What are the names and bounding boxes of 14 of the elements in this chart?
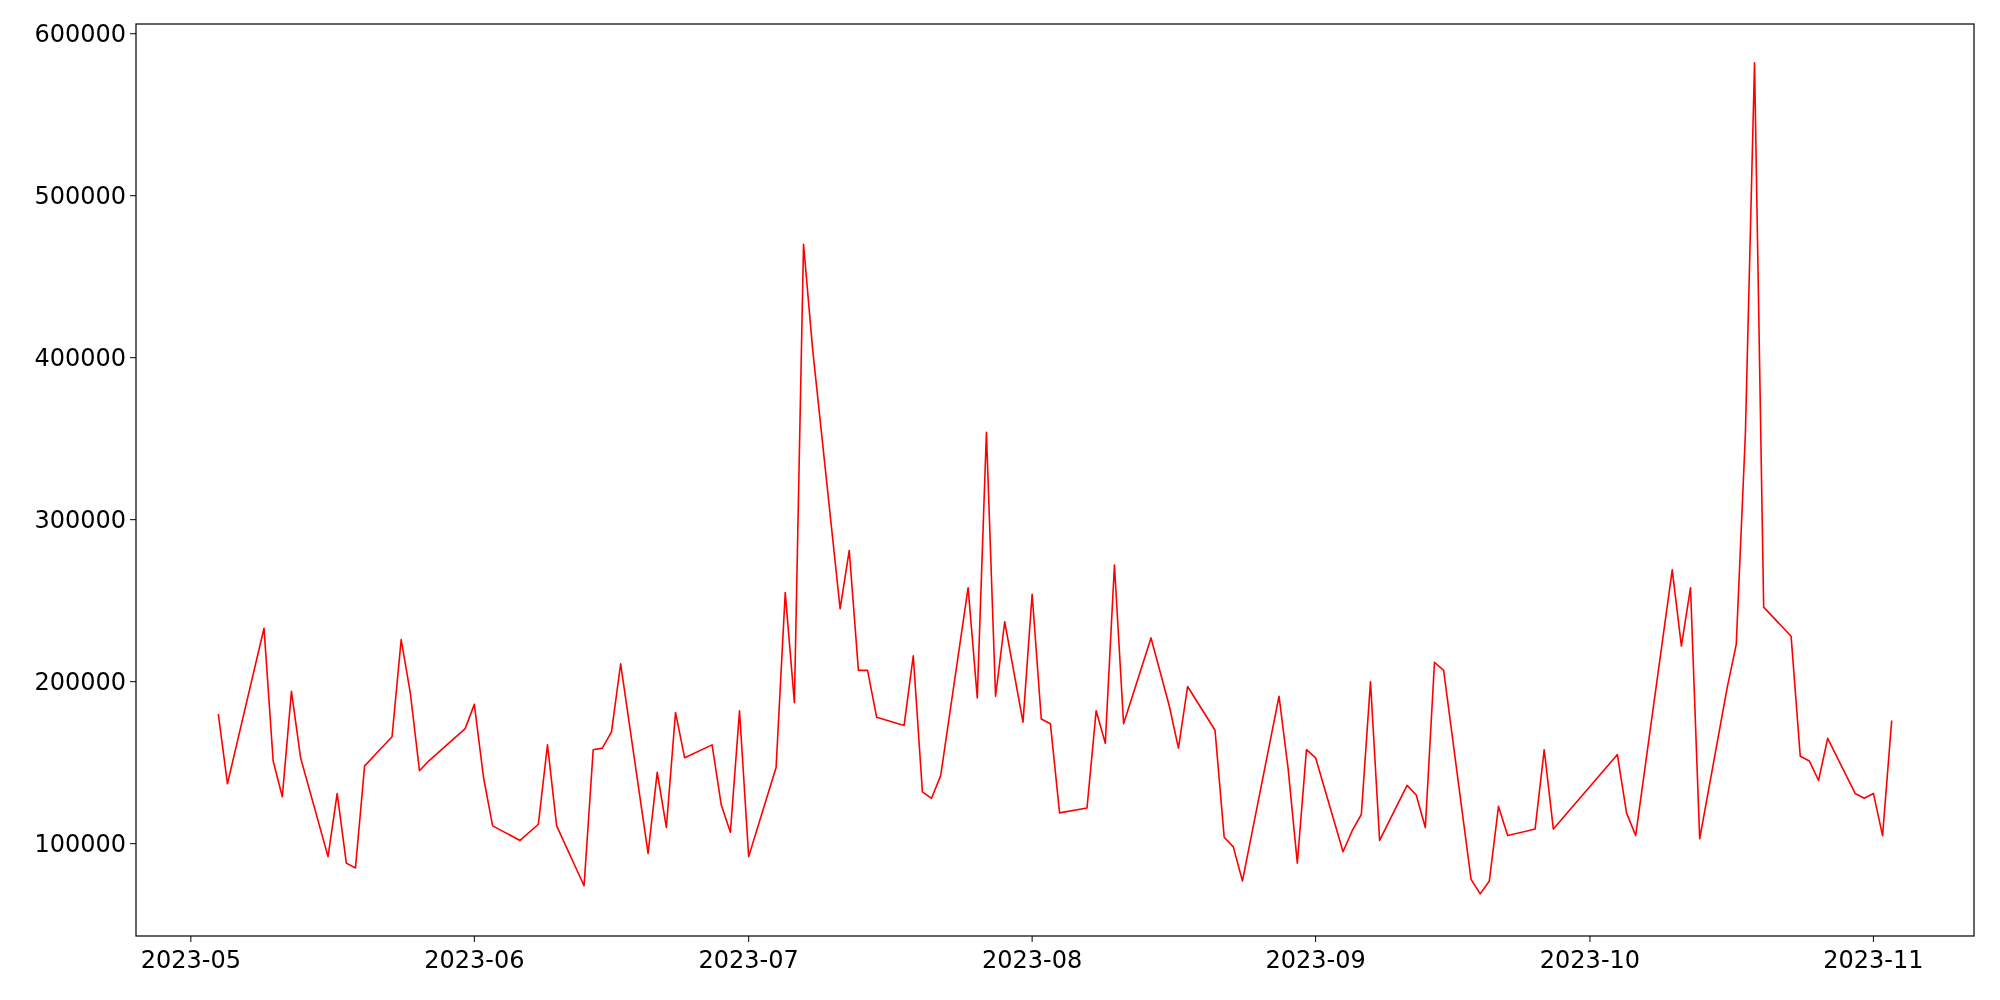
y-tick-label: 400000	[34, 344, 126, 373]
y-tick-label: 300000	[34, 506, 126, 535]
y-tick-label: 200000	[34, 668, 126, 697]
x-tick-label: 2023-08	[982, 946, 1083, 974]
x-tick-label: 2023-07	[698, 946, 799, 974]
x-tick-label: 2023-09	[1265, 946, 1366, 974]
y-tick-label: 500000	[34, 182, 126, 211]
x-tick-label: 2023-06	[424, 946, 525, 974]
line-series	[217, 62, 1893, 895]
x-tick-label: 2023-05	[140, 946, 242, 974]
x-tick-label: 2023-10	[1539, 946, 1641, 974]
y-tick-label: 100000	[34, 830, 126, 859]
x-tick-label: 2023-11	[1823, 946, 1924, 974]
y-tick-label: 600000	[34, 20, 126, 49]
